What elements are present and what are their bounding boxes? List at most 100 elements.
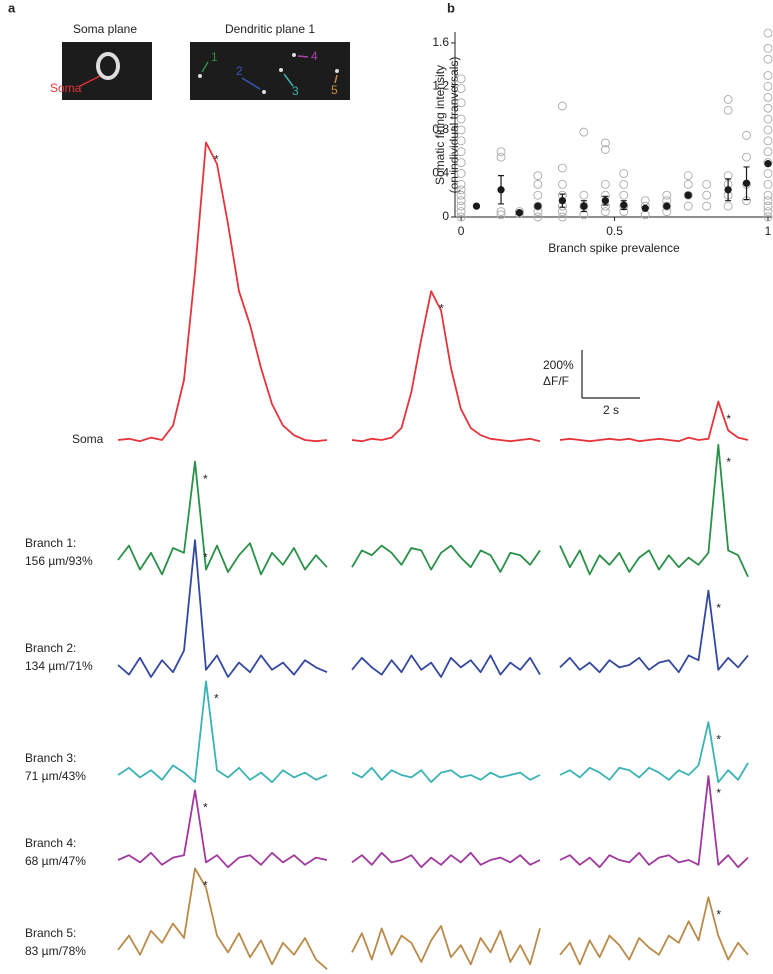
point [763, 207, 773, 217]
point [497, 186, 505, 194]
point [456, 136, 466, 146]
point [763, 136, 773, 146]
point [456, 98, 466, 108]
trace [559, 400, 749, 443]
scale-unit: ΔF/F [543, 374, 569, 388]
point [763, 81, 773, 91]
spike-marker: * [203, 550, 208, 564]
point [456, 84, 466, 94]
trace [351, 766, 541, 784]
row-label: 134 µm/71% [25, 659, 93, 673]
spike-marker: * [214, 153, 219, 167]
point [619, 179, 629, 189]
point [683, 179, 693, 189]
point [640, 210, 650, 220]
point [456, 74, 466, 84]
point [619, 169, 629, 178]
trace [559, 721, 749, 784]
spike-marker: * [214, 692, 219, 706]
trace [351, 544, 541, 573]
row-label: Soma [72, 432, 104, 446]
soma-cell [96, 52, 120, 80]
point [456, 190, 466, 200]
point [702, 201, 712, 211]
point [763, 103, 773, 113]
trace [351, 925, 541, 966]
scale-label: 2 s [603, 403, 619, 417]
point [763, 201, 773, 211]
point [515, 208, 524, 217]
row-label: 83 µm/78% [25, 944, 86, 958]
point [763, 196, 773, 206]
point [533, 190, 543, 200]
point [558, 197, 567, 205]
soma-image [62, 42, 152, 100]
trace [559, 443, 749, 578]
point [456, 212, 466, 222]
trace [117, 789, 328, 869]
point [496, 210, 506, 220]
point [600, 179, 610, 189]
point [456, 196, 466, 206]
row-label: Branch 3: [25, 751, 76, 765]
point [557, 212, 567, 222]
point [683, 171, 693, 181]
point [763, 212, 773, 222]
y-tick-label: 1.2 [432, 79, 449, 93]
point [496, 147, 506, 157]
spike-marker: * [726, 455, 731, 469]
point [557, 179, 567, 189]
point [557, 163, 567, 173]
point [742, 179, 751, 187]
row-label: 156 µm/93% [25, 554, 93, 568]
point [472, 202, 481, 210]
spike-marker: * [716, 786, 721, 800]
row-label: 68 µm/47% [25, 854, 86, 868]
trace [559, 775, 749, 869]
image-annotation: 5 [331, 83, 338, 97]
y-tick-label: 1.6 [432, 35, 449, 49]
point [456, 185, 466, 195]
point [724, 186, 732, 194]
trace [351, 654, 541, 678]
trace [559, 589, 749, 674]
point [534, 202, 542, 210]
point [579, 190, 589, 200]
row-label: Branch 1: [25, 536, 76, 550]
point [533, 179, 543, 189]
trace [117, 141, 328, 443]
point [763, 114, 773, 124]
point [763, 54, 773, 64]
arrow [334, 74, 338, 84]
point [619, 190, 629, 200]
image-annotation: 2 [236, 64, 243, 78]
image-title: Soma plane [73, 22, 137, 36]
point [763, 28, 773, 38]
image-annotation: Soma [50, 81, 82, 95]
point [723, 105, 733, 115]
point [662, 201, 672, 211]
point [580, 202, 588, 210]
point [763, 92, 773, 102]
y-tick-label: 0.4 [432, 166, 449, 180]
row-label: Branch 4: [25, 836, 76, 850]
point [456, 114, 466, 124]
point [763, 179, 773, 189]
point [763, 190, 773, 200]
y-axis-label: Somatic firing intensity [433, 65, 447, 185]
spike-marker: * [203, 801, 208, 815]
point [456, 158, 466, 168]
arrow [201, 61, 209, 73]
panel-label: b [447, 0, 455, 15]
point [763, 125, 773, 135]
point [533, 171, 543, 181]
point [763, 43, 773, 53]
x-tick-label: 1 [765, 224, 772, 238]
point [456, 169, 466, 178]
point [723, 95, 733, 104]
point [579, 127, 589, 137]
point [620, 201, 628, 209]
point [533, 201, 543, 211]
trace [351, 290, 541, 443]
arrow [241, 77, 261, 90]
